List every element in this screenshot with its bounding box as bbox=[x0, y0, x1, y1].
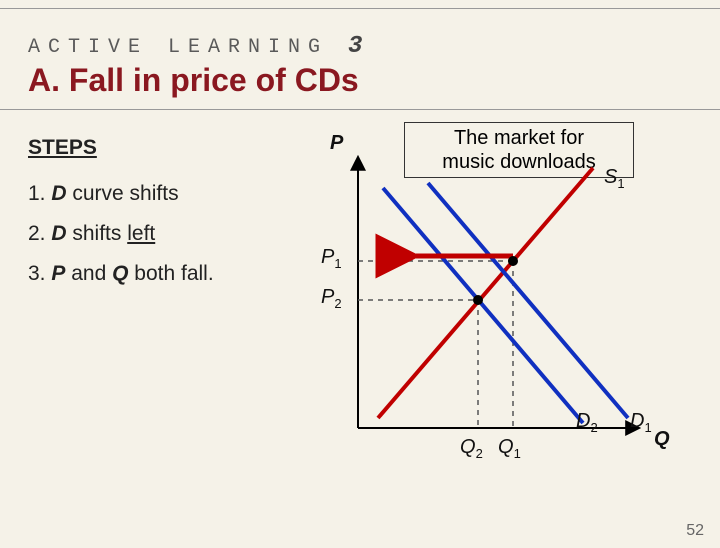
label-q1: Q1 bbox=[498, 436, 521, 461]
slide-title: A. Fall in price of CDs bbox=[28, 62, 692, 99]
label-q2: Q2 bbox=[460, 436, 483, 461]
header: ACTIVE LEARNING 3 A. Fall in price of CD… bbox=[0, 8, 720, 110]
content: STEPS 1. D curve shifts 2. D shifts left… bbox=[0, 110, 720, 294]
label-d1: D1 bbox=[630, 410, 652, 435]
steps-panel: STEPS 1. D curve shifts 2. D shifts left… bbox=[28, 128, 298, 294]
kicker-line: ACTIVE LEARNING 3 bbox=[28, 33, 692, 60]
label-s1: S1 bbox=[604, 166, 625, 191]
page-number: 52 bbox=[686, 522, 704, 540]
kicker: ACTIVE LEARNING bbox=[28, 36, 328, 59]
axis-label-q: Q bbox=[654, 428, 670, 451]
axis-label-p: P bbox=[330, 132, 343, 155]
step-3: 3. P and Q both fall. bbox=[28, 254, 298, 294]
label-p1: P1 bbox=[321, 246, 342, 271]
label-d2: D2 bbox=[576, 410, 598, 435]
label-p2: P2 bbox=[321, 286, 342, 311]
step-1: 1. D curve shifts bbox=[28, 174, 298, 214]
step-2: 2. D shifts left bbox=[28, 214, 298, 254]
chart-area: The market for music downloads P Q S1 D1… bbox=[308, 128, 692, 294]
steps-heading: STEPS bbox=[28, 128, 298, 168]
kicker-num: 3 bbox=[348, 33, 362, 60]
